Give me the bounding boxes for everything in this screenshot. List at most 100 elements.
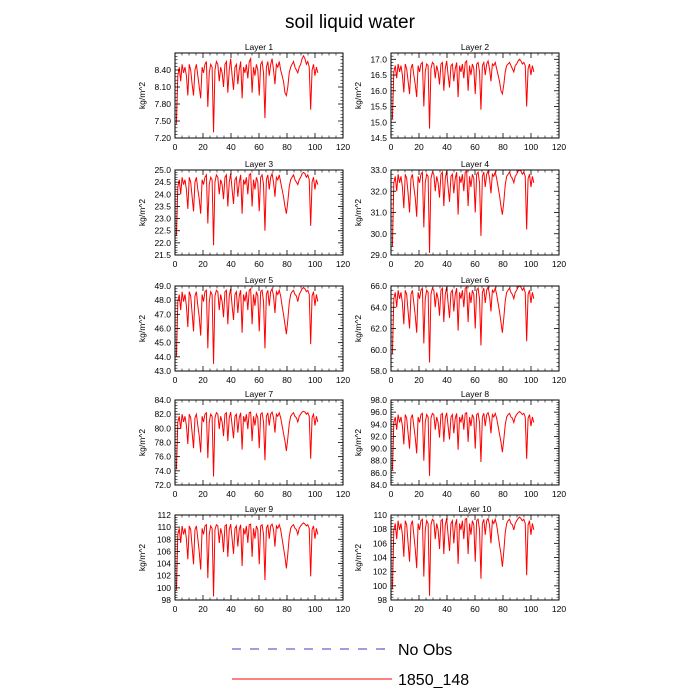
y-tick-label: 98 [378,595,388,605]
y-axis-label: kg/m^2 [353,429,363,456]
y-tick-label: 62.0 [370,324,387,334]
panel-layer-7: Layer 7 0 20 40 60 80 100 120 72.0 74.0 76.0 78.0 80… [137,389,350,499]
x-tick-label: 0 [173,489,178,499]
y-tick-label: 46.0 [154,324,171,334]
x-tick-label: 100 [308,489,322,499]
y-tick-label: 102 [157,571,171,581]
x-tick-label: 60 [254,142,264,152]
x-tick-label: 40 [226,259,236,269]
series-line-3 [175,171,319,246]
x-tick-label: 20 [198,489,208,499]
x-tick-label: 60 [470,489,480,499]
y-tick-label: 110 [157,522,171,532]
x-tick-label: 60 [470,142,480,152]
x-tick-label: 120 [336,604,350,614]
y-tick-label: 98.0 [370,395,387,405]
y-tick-label: 104 [373,553,387,563]
panel-title: Layer 9 [245,504,274,514]
y-tick-label: 98 [162,595,172,605]
x-tick-label: 20 [414,142,424,152]
x-tick-label: 40 [442,489,452,499]
panel-title: Layer 1 [245,42,274,52]
panel-layer-2: Layer 2 0 20 40 60 80 100 120 14.5 15.0 15.5 16.0 16… [353,42,566,152]
y-tick-label: 43.0 [154,366,171,376]
y-tick-label: 8.10 [154,82,171,92]
panel-layer-4: Layer 4 0 20 40 60 80 100 120 29.0 30.0 31.0 32.0 33… [353,159,566,269]
x-tick-label: 20 [414,259,424,269]
y-tick-label: 60.0 [370,345,387,355]
y-tick-label: 90.0 [370,444,387,454]
x-tick-label: 0 [389,489,394,499]
y-tick-label: 110 [373,510,387,520]
x-tick-label: 100 [308,259,322,269]
series-line-6 [391,285,535,363]
x-tick-label: 80 [282,142,292,152]
x-tick-label: 80 [498,142,508,152]
panel-title: Layer 7 [245,389,274,399]
x-tick-label: 60 [254,604,264,614]
y-tick-label: 7.20 [154,133,171,143]
y-tick-label: 24.5 [154,177,171,187]
y-tick-label: 23.5 [154,201,171,211]
x-tick-label: 60 [254,489,264,499]
y-axis-label: kg/m^2 [137,82,147,109]
x-tick-label: 0 [389,142,394,152]
y-tick-label: 24.0 [154,189,171,199]
x-tick-label: 120 [336,259,350,269]
panel-grid: Layer 10 20 40 60 80 100 1207.207.507.808.108.… [137,42,566,614]
x-tick-label: 120 [336,142,350,152]
y-tick-label: 58.0 [370,366,387,376]
y-tick-label: 96.0 [370,407,387,417]
series-line-7 [175,410,319,477]
y-tick-label: 100 [373,581,387,591]
y-tick-label: 30.0 [370,229,387,239]
y-tick-label: 112 [157,510,171,520]
y-tick-label: 84.0 [154,395,171,405]
y-tick-label: 15.0 [370,117,387,127]
y-tick-label: 44.0 [154,352,171,362]
x-tick-label: 80 [282,604,292,614]
x-tick-label: 0 [389,259,394,269]
y-tick-label: 16.0 [370,86,387,96]
x-tick-label: 60 [254,259,264,269]
y-tick-label: 49.0 [154,281,171,291]
panel-layer-1: Layer 1 0 20 40 60 80 100 120 7.20 7.50 7.80 8.10 8.… [137,42,350,152]
y-tick-label: 108 [157,534,171,544]
y-axis-label: kg/m^2 [353,315,363,342]
panel-layer-3: Layer 3 0 20 40 60 80 100 120 21.5 22.0 22.5 23.0 23… [137,159,350,269]
panel-title: Layer 8 [461,389,490,399]
series-line-10 [391,516,535,596]
y-tick-label: 47.0 [154,309,171,319]
y-tick-label: 22.0 [154,238,171,248]
x-tick-label: 100 [524,375,538,385]
x-tick-label: 60 [470,375,480,385]
y-tick-label: 7.50 [154,116,171,126]
y-tick-label: 74.0 [154,466,171,476]
series-line-8 [391,410,535,476]
y-tick-label: 17.0 [370,54,387,64]
y-tick-label: 104 [157,559,171,569]
x-tick-label: 80 [498,604,508,614]
y-tick-label: 31.0 [370,208,387,218]
x-tick-label: 0 [173,604,178,614]
panel-layer-8: Layer 8 0 20 40 60 80 100 120 84.0 86.0 88.0 90.0 92… [353,389,566,499]
figure-title: soil liquid water [285,12,416,33]
y-tick-label: 32.0 [370,186,387,196]
x-tick-label: 40 [226,375,236,385]
y-axis-label: kg/m^2 [353,199,363,226]
x-tick-label: 100 [308,142,322,152]
panel-layer-9: Layer 9 0 20 40 60 80 100 120 98 100 102 104 106 108 1… [137,504,350,614]
y-tick-label: 64.0 [370,302,387,312]
x-tick-label: 100 [524,142,538,152]
x-tick-label: 0 [389,604,394,614]
x-tick-label: 40 [442,259,452,269]
y-tick-label: 94.0 [370,419,387,429]
x-tick-label: 120 [552,259,566,269]
panel-layer-5: Layer 5 0 20 40 60 80 100 120 43.0 44.0 45.0 46.0 47… [137,275,350,385]
x-tick-label: 120 [552,604,566,614]
x-tick-label: 120 [552,375,566,385]
x-tick-label: 0 [389,375,394,385]
y-tick-label: 45.0 [154,338,171,348]
y-tick-label: 15.5 [370,102,387,112]
